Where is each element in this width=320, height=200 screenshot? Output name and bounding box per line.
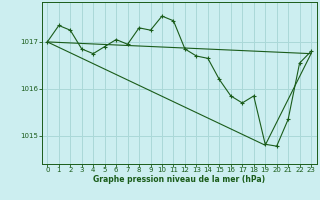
- X-axis label: Graphe pression niveau de la mer (hPa): Graphe pression niveau de la mer (hPa): [93, 175, 265, 184]
